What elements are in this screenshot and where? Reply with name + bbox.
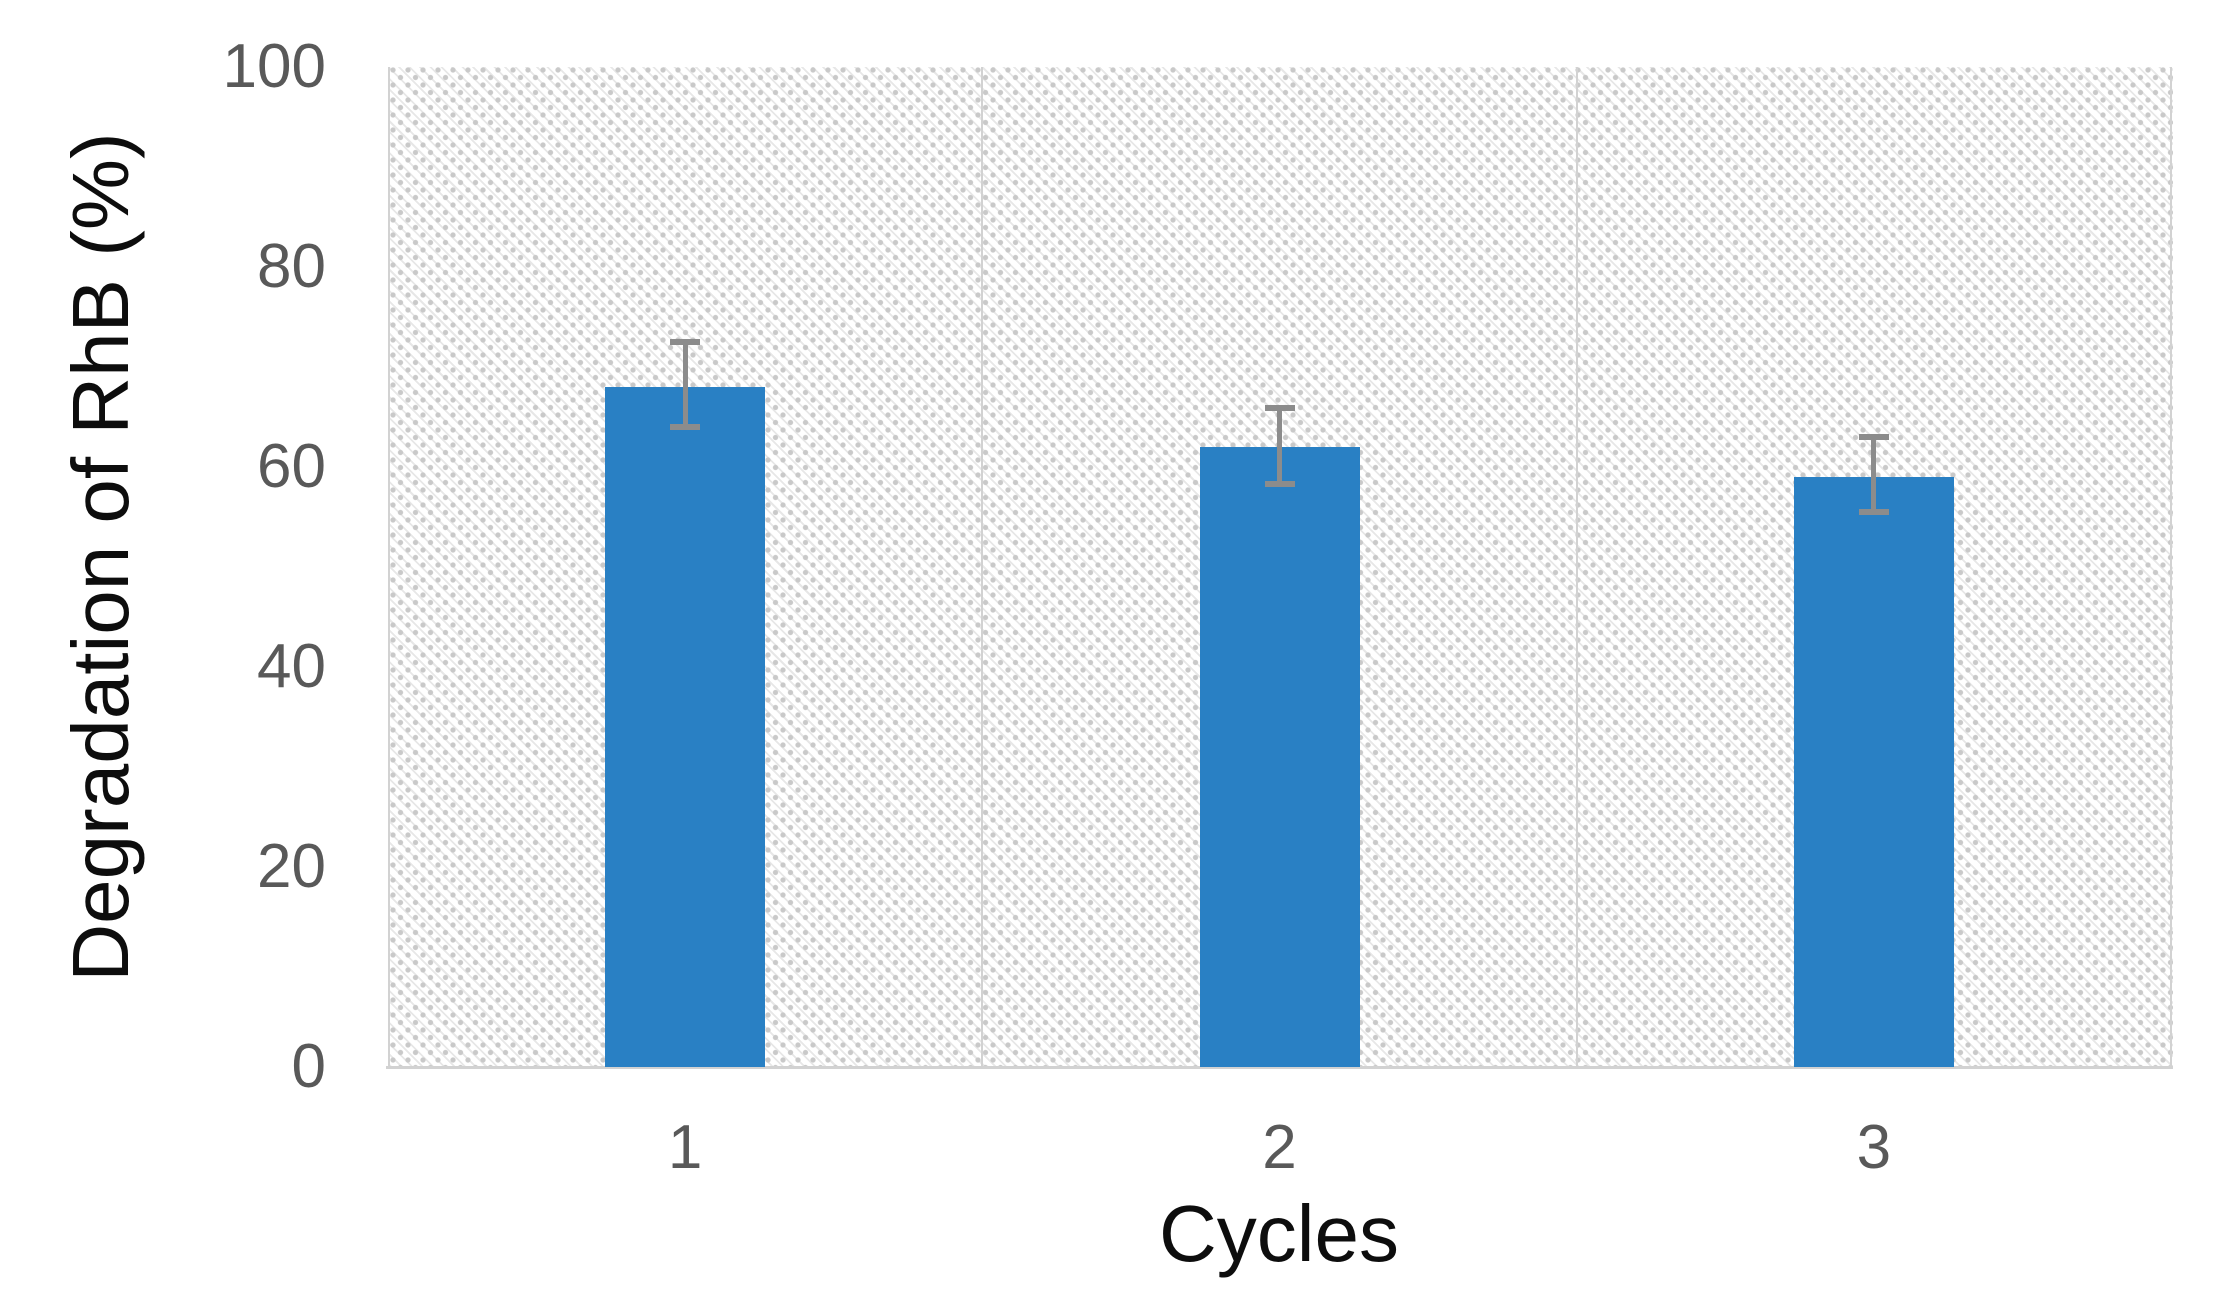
bar [605,387,766,1067]
error-bar-line [1871,437,1877,512]
y-tick-label: 100 [222,32,326,101]
category-gridline [1575,67,1578,1067]
y-tick-label: 80 [257,232,326,301]
bar [1793,477,1954,1067]
y-tick-label: 60 [257,432,326,501]
error-bar-cap-top [1264,405,1295,411]
x-axis-title: Cycles [1158,1189,1400,1278]
error-bar-line [682,342,688,427]
error-bar-cap-bottom [1264,481,1295,487]
error-bar-cap-bottom [1858,509,1889,515]
x-tick-label: 1 [667,1113,703,1182]
category-gridline [981,67,984,1067]
x-axis-line [386,1066,2173,1069]
y-tick-label: 20 [257,832,326,901]
error-bar-cap-bottom [670,424,701,430]
y-tick-label: 0 [291,1032,326,1101]
x-tick-label: 2 [1262,1113,1297,1182]
bar [1199,447,1360,1067]
error-bar-cap-top [670,339,701,345]
category-gridline [2170,67,2172,1067]
error-bar-line [1277,408,1282,484]
y-tick-label: 40 [257,632,326,701]
error-bar-cap-top [1858,434,1889,440]
x-tick-label: 3 [1856,1113,1892,1182]
